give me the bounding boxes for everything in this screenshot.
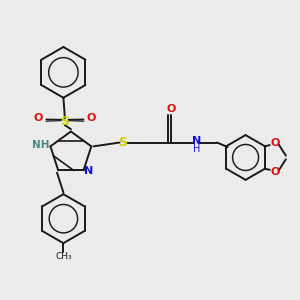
Text: O: O xyxy=(34,113,43,123)
Text: S: S xyxy=(60,115,69,128)
Text: CH₃: CH₃ xyxy=(55,252,72,261)
Text: NH: NH xyxy=(32,140,50,150)
Text: O: O xyxy=(270,138,280,148)
Text: N: N xyxy=(192,136,202,146)
Text: H: H xyxy=(193,144,201,154)
Text: O: O xyxy=(270,167,280,177)
Text: N: N xyxy=(84,166,94,176)
Text: O: O xyxy=(86,113,96,123)
Text: S: S xyxy=(118,136,127,149)
Text: O: O xyxy=(166,104,176,114)
